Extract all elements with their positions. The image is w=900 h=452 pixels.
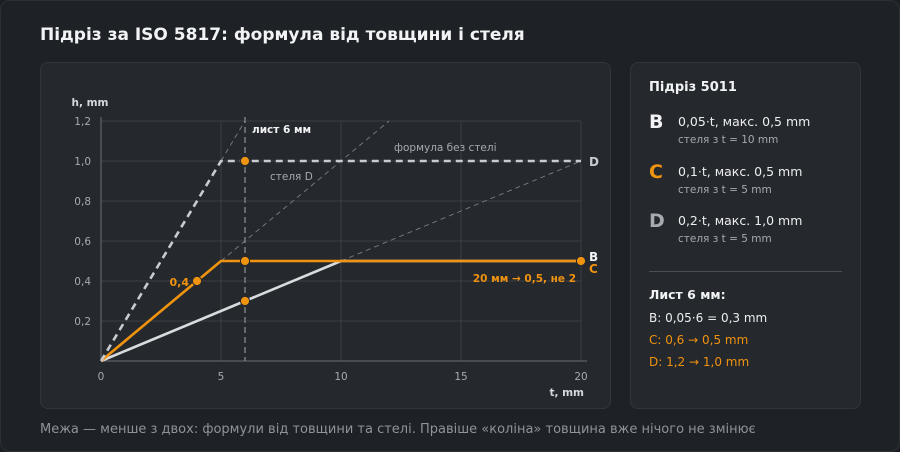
y-axis-label: h, mm (71, 97, 108, 109)
sheet-line-b: B: 0,05·6 = 0,3 mm (649, 311, 768, 325)
class-d-letter: D (649, 210, 665, 232)
formula-extension-line (220, 120, 246, 162)
class-d-formula: 0,2·t, макс. 1,0 mm (678, 213, 803, 228)
series-line-c (100, 259, 581, 362)
class-c-cap: стеля з t = 5 mm (678, 184, 772, 196)
sheet-title: Лист 6 мм: (649, 287, 726, 302)
x-tick-label: 20 (574, 371, 587, 383)
formula-extension-line (340, 160, 582, 262)
x-tick-label: 15 (454, 371, 467, 383)
formula-no-cap-label: формула без стелі (394, 142, 497, 154)
y-tick-label: 0,8 (74, 196, 91, 208)
x-axis-label: t, mm (549, 387, 584, 399)
undercut-chart: 0,2 0,4 0,6 0,8 1,0 1,2 0 5 10 15 20 h, mm t, mm лист… (71, 97, 599, 399)
x-tick-label: 5 (218, 371, 225, 383)
class-b-formula: 0,05·t, макс. 0,5 mm (678, 114, 811, 129)
class-c-letter: C (649, 161, 663, 183)
data-point-marker (239, 255, 251, 267)
sheet-line-d: D: 1,2 → 1,0 mm (649, 355, 750, 369)
class-panel-title: Підріз 5011 (649, 80, 737, 95)
data-point-marker (575, 255, 587, 267)
class-panel: Підріз 5011 B 0,05·t, макс. 0,5 mm стеля… (630, 62, 861, 409)
series-end-label-d: D (589, 155, 599, 169)
panel-divider (649, 271, 842, 272)
data-point-marker (239, 295, 251, 307)
class-d-cap: стеля з t = 5 mm (678, 233, 772, 245)
sheet-line-c: C: 0,6 → 0,5 mm (649, 333, 749, 347)
y-tick-label: 0,2 (74, 316, 91, 328)
data-point-marker (239, 155, 251, 167)
y-tick-label: 1,2 (74, 116, 91, 128)
c-note-label: 20 мм → 0,5, не 2 (473, 273, 576, 285)
series-line-d (99, 159, 581, 362)
x-tick-label: 10 (334, 371, 347, 383)
cap-d-label: стеля D (270, 171, 313, 183)
point-label: 0,4 (170, 276, 190, 289)
y-tick-label: 0,6 (74, 236, 91, 248)
series-end-label-c: C (589, 262, 598, 276)
series-end-label-b: B (589, 250, 598, 264)
footer-note: Межа — менше з двох: формули від товщини… (40, 422, 756, 437)
page-title: Підріз за ISO 5817: формула від товщини … (40, 25, 525, 45)
formula-extension-line (220, 120, 390, 262)
class-c-formula: 0,1·t, макс. 0,5 mm (678, 164, 803, 179)
class-b-letter: B (649, 111, 664, 133)
data-point-marker (191, 275, 203, 287)
y-tick-label: 1,0 (74, 156, 91, 168)
chart-panel: 0,2 0,4 0,6 0,8 1,0 1,2 0 5 10 15 20 h, mm t, mm лист… (40, 62, 611, 409)
class-b-cap: стеля з t = 10 mm (678, 134, 779, 146)
y-tick-label: 0,4 (74, 276, 91, 288)
sheet-line-label: лист 6 мм (252, 124, 311, 136)
x-tick-label: 0 (98, 371, 105, 383)
